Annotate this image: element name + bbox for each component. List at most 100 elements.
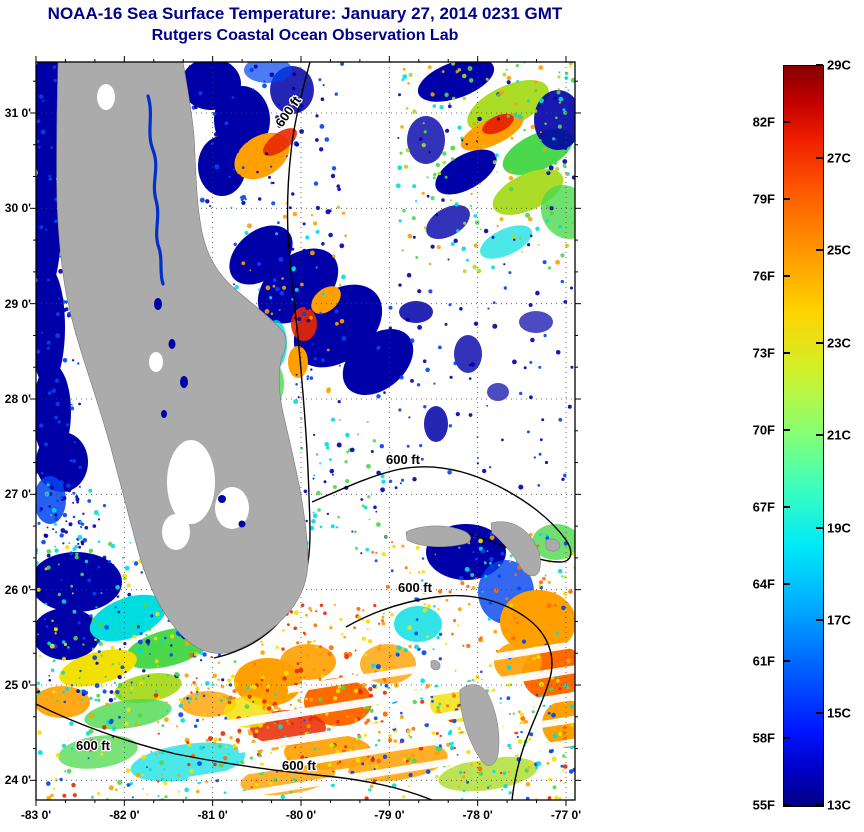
sst-patch — [519, 311, 553, 333]
sst-speckle — [328, 209, 332, 213]
sst-speckle — [445, 598, 449, 602]
sst-speckle — [335, 526, 339, 529]
sst-speckle — [39, 510, 42, 513]
sst-speckle — [110, 645, 115, 650]
sst-speckle — [226, 678, 232, 683]
sst-speckle — [109, 619, 114, 625]
sst-speckle — [454, 202, 459, 207]
sst-speckle — [217, 714, 221, 717]
sst-speckle — [89, 713, 95, 719]
sst-speckle — [468, 413, 473, 417]
sst-speckle — [241, 166, 245, 169]
sst-speckle — [244, 230, 249, 236]
sst-speckle — [54, 632, 57, 635]
sst-speckle — [361, 618, 364, 621]
sst-speckle — [366, 718, 371, 723]
sst-speckle — [362, 609, 365, 612]
sst-speckle — [339, 318, 345, 324]
sst-speckle — [468, 182, 471, 185]
sst-speckle — [58, 268, 63, 274]
sst-speckle — [501, 438, 504, 442]
sst-speckle — [562, 163, 567, 168]
sst-speckle — [36, 119, 41, 124]
sst-speckle — [291, 192, 295, 196]
sst-speckle — [407, 625, 413, 630]
sst-speckle — [309, 697, 313, 702]
sst-speckle — [466, 780, 469, 784]
sst-speckle — [275, 232, 279, 236]
sst-speckle — [398, 373, 401, 376]
sst-speckle — [308, 717, 313, 722]
sst-speckle — [457, 68, 461, 72]
sst-speckle — [48, 505, 51, 508]
sst-speckle — [384, 680, 387, 683]
sst-speckle — [463, 221, 467, 225]
sst-speckle — [111, 726, 117, 731]
sst-patch — [130, 742, 246, 782]
sst-speckle — [571, 552, 575, 556]
sst-speckle — [392, 544, 396, 549]
sst-speckle — [69, 459, 73, 463]
sst-speckle — [398, 219, 402, 223]
lake — [180, 376, 188, 388]
lake — [161, 410, 167, 418]
sst-speckle — [537, 639, 541, 642]
sst-speckle — [509, 169, 513, 173]
sst-speckle — [131, 796, 134, 799]
sst-speckle — [524, 768, 529, 773]
sst-speckle — [57, 420, 61, 424]
sst-speckle — [320, 674, 325, 678]
sst-speckle — [317, 508, 321, 512]
sst-speckle — [323, 611, 327, 615]
sst-speckle — [506, 75, 512, 81]
sst-speckle — [277, 221, 280, 225]
sst-patch — [342, 329, 414, 395]
sst-speckle — [318, 697, 323, 702]
sst-speckle — [249, 269, 252, 272]
sst-speckle — [133, 624, 138, 628]
sst-speckle — [321, 292, 325, 296]
sst-speckle — [225, 73, 231, 79]
sst-speckle — [315, 205, 320, 211]
sst-speckle — [91, 795, 94, 799]
sst-speckle — [60, 579, 63, 581]
sst-speckle — [278, 103, 281, 106]
sst-speckle — [138, 639, 143, 645]
sst-speckle — [333, 494, 335, 497]
sst-speckle — [48, 177, 52, 181]
cloud-patch — [97, 84, 115, 110]
sst-speckle — [57, 563, 60, 566]
sst-speckle — [192, 680, 196, 685]
page-subtitle: Rutgers Coastal Ocean Observation Lab — [151, 27, 459, 44]
colorbar-tick — [784, 583, 790, 586]
sst-speckle — [432, 176, 436, 180]
sst-speckle — [46, 795, 52, 800]
sst-speckle — [481, 590, 484, 593]
colorbar-tick — [816, 526, 823, 529]
sst-speckle — [270, 165, 273, 168]
sst-speckle — [261, 278, 264, 281]
sst-speckle — [260, 650, 265, 655]
sst-speckle — [54, 548, 59, 553]
colorbar-gradient — [783, 65, 824, 807]
sst-speckle — [261, 675, 265, 680]
sst-speckle — [488, 664, 492, 668]
sst-speckle — [313, 639, 316, 643]
sst-speckle — [155, 611, 160, 617]
x-tick-label: -81 0' — [197, 808, 228, 822]
sst-speckle — [313, 221, 318, 226]
sst-speckle — [130, 595, 135, 600]
sst-speckle — [406, 444, 410, 448]
sst-speckle — [53, 787, 56, 790]
sst-speckle — [130, 691, 133, 694]
sst-speckle — [426, 635, 429, 638]
sst-speckle — [527, 99, 530, 103]
sst-speckle — [97, 698, 101, 702]
sst-speckle — [306, 377, 309, 381]
sst-speckle — [477, 766, 483, 772]
sst-speckle — [113, 653, 117, 656]
sst-speckle — [419, 137, 423, 141]
sst-speckle — [487, 686, 489, 689]
sst-speckle — [564, 76, 569, 80]
sst-speckle — [64, 307, 69, 312]
